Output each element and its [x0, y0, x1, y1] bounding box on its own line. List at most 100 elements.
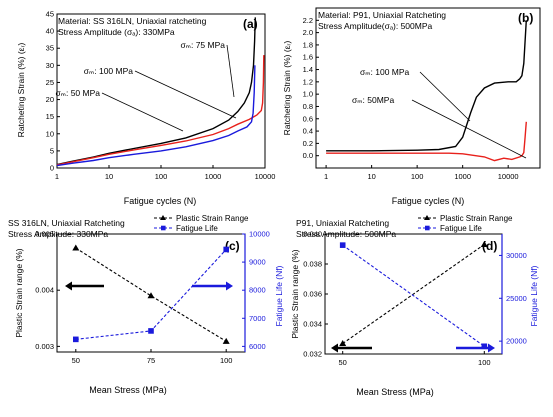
data-point-triangle: [147, 292, 155, 299]
y-tick-label: 0.036: [303, 290, 322, 299]
chart-title: SS 316LN, Uniaxial Ratcheting: [8, 218, 125, 228]
y-tick-label: 1.0: [303, 90, 313, 99]
y-tick-label: 1.2: [303, 77, 313, 86]
y2-tick-label: 9000: [249, 258, 266, 267]
data-point-square: [73, 336, 79, 343]
y-axis-label: Plastic Strain range (%): [14, 248, 24, 337]
y-tick-label: 45: [46, 10, 54, 19]
annotation-leader: [134, 70, 237, 119]
legend-label: Plastic Strain Range: [440, 214, 513, 223]
y-tick-label: 40: [46, 27, 54, 36]
data-point-triangle: [480, 241, 488, 247]
y-tick-label: 0.0: [303, 151, 313, 160]
legend-marker-triangle: [160, 215, 166, 220]
y-tick-label: 1.6: [303, 53, 313, 62]
y2-tick-label: 20000: [506, 337, 527, 346]
chart-panel-c: 50 75 100 0.003 0.004 0.005 Mean Stress (MPa) P…: [8, 214, 284, 395]
series-dashed-line-1: [342, 244, 485, 347]
legend-label: Fatigue Life: [176, 224, 218, 233]
chart-subtitle: Stress Amplitude: 500MPa: [296, 229, 396, 239]
panel-label: (d): [482, 239, 497, 253]
y-tick-label: 15: [46, 112, 54, 121]
x-tick-label: 100: [478, 358, 491, 367]
y-tick-label: 10: [46, 129, 54, 138]
chart-title: P91, Uniaxial Ratcheting: [296, 218, 389, 228]
y-tick-label: 0.005: [35, 230, 54, 239]
y-tick-label: 2.2: [303, 16, 313, 25]
panel-label: (a): [243, 17, 258, 31]
annotation-leader: [226, 44, 235, 98]
y2-tick-label: 25000: [506, 294, 527, 303]
y-tick-label: 1.4: [303, 65, 313, 74]
y-axis-label: Ratcheting Strain (%) (εᵣ): [16, 43, 26, 138]
data-point-triangle: [339, 340, 347, 346]
data-point-triangle: [222, 337, 230, 344]
data-point-square: [148, 328, 154, 334]
chart-subtitle: Stress Amplitude (σₐ): 330MPa: [58, 27, 175, 37]
arrow-head-icon: [488, 343, 495, 353]
y-tick-label: 30: [46, 61, 54, 70]
chart-panel-b: 1 10 100 1000 10000 0.0 0.2 0.4 0.6 0.8 1.0 1.2 1.4 1…: [282, 7, 541, 206]
chart-subtitle: Stress Amplitude(σₐ): 500MPa: [318, 21, 433, 31]
arrow-head-icon: [331, 343, 338, 353]
y2-tick-label: 30000: [506, 251, 527, 260]
series-line-0: [326, 20, 527, 152]
y-tick-label: 0.2: [303, 139, 313, 148]
legend-label: Fatigue Life: [440, 224, 482, 233]
annotation-label: σₘ: 75 MPa: [180, 40, 225, 50]
arrow-head-icon: [226, 281, 233, 291]
y-tick-label: 35: [46, 44, 54, 53]
x-axis-label: Mean Stress (MPa): [89, 385, 167, 395]
chart-title: Material: SS 316LN, Uniaxial ratcheting: [58, 16, 207, 26]
y2-tick-label: 7000: [249, 314, 266, 323]
legend-marker-square: [161, 225, 166, 231]
x-tick-label: 50: [339, 358, 347, 367]
x-tick-label: 100: [411, 172, 424, 181]
chart-subtitle: Stress Amplitude: 330MPa: [8, 229, 108, 239]
x-tick-label: 10: [367, 172, 375, 181]
data-point-square: [339, 242, 346, 248]
series-dashed-line-0: [75, 247, 227, 342]
annotation-leader: [411, 99, 527, 159]
panel-label: (b): [518, 11, 533, 25]
x-axis-label: Fatigue cycles (N): [392, 196, 465, 206]
y-tick-label: 0.6: [303, 114, 313, 123]
x-tick-label: 75: [147, 356, 155, 365]
annotation-label: σₘ: 100 MPa: [360, 67, 410, 77]
y-tick-label: 20: [46, 95, 54, 104]
chart-panel-d: 50 100 0.032 0.034 0.036 0.038 0.040 Mean Stres…: [290, 214, 539, 397]
annotation-label: σₘ: 100 MPa: [84, 66, 134, 76]
legend-marker-triangle: [424, 215, 430, 220]
series-line-2: [56, 65, 256, 167]
annotation-leader: [101, 92, 184, 132]
arrow-head-icon: [65, 281, 72, 291]
y-tick-label: 0.4: [303, 127, 313, 136]
y-tick-label: 0: [50, 164, 54, 173]
y2-tick-label: 8000: [249, 286, 266, 295]
series-line-1: [326, 121, 527, 162]
y2-axis-label: Fatigue Life (Nf): [274, 265, 284, 326]
x-tick-label: 50: [72, 356, 80, 365]
y-tick-label: 2.0: [303, 28, 313, 37]
x-axis-label: Fatigue cycles (N): [124, 196, 197, 206]
x-tick-label: 1000: [454, 172, 471, 181]
y-tick-label: 1.8: [303, 40, 313, 49]
y2-tick-label: 10000: [249, 230, 270, 239]
y2-tick-label: 6000: [249, 342, 266, 351]
x-tick-label: 10: [105, 172, 113, 181]
annotation-leader: [419, 71, 471, 122]
y-tick-label: 0.003: [35, 342, 54, 351]
data-point-square: [223, 246, 229, 253]
x-tick-label: 1: [55, 172, 59, 181]
y2-axis-label: Fatigue Life (Nf): [529, 265, 539, 326]
x-tick-label: 10000: [498, 172, 519, 181]
y-tick-label: 0.038: [303, 260, 322, 269]
data-point-square: [481, 343, 488, 350]
series-dashed-line-0: [342, 244, 485, 344]
y-tick-label: 0.032: [303, 350, 322, 359]
x-tick-label: 10000: [255, 172, 276, 181]
y-tick-label: 25: [46, 78, 54, 87]
x-tick-label: 1000: [205, 172, 222, 181]
legend-marker-square: [425, 225, 430, 231]
